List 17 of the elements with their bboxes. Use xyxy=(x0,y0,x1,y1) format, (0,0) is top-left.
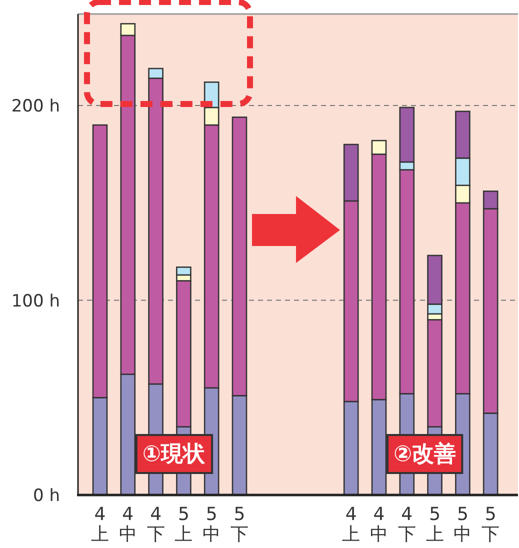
x-tick-label: 4中 xyxy=(370,504,388,545)
x-tick-label: 4中 xyxy=(118,504,137,545)
x-tick-label: 5上 xyxy=(426,504,444,545)
x-tick-label: 4下 xyxy=(146,504,165,545)
annotation: ①現状 xyxy=(142,442,206,467)
x-tick-label: 5上 xyxy=(174,504,193,545)
annotation: ②改善 xyxy=(394,441,456,467)
x-tick-label: 5中 xyxy=(454,504,472,545)
x-tick-label: 5下 xyxy=(482,504,500,545)
x-tick-label: 4上 xyxy=(342,504,360,545)
x-tick-label: 5下 xyxy=(230,504,248,545)
x-tick-label: 5中 xyxy=(202,504,221,545)
x-tick-label: 4下 xyxy=(398,504,416,545)
y-tick-label: 0 h xyxy=(33,486,60,506)
x-tick-label: 4上 xyxy=(91,504,109,545)
y-tick-label: 200 h xyxy=(11,96,60,117)
y-tick-label: 100 h xyxy=(11,291,60,312)
